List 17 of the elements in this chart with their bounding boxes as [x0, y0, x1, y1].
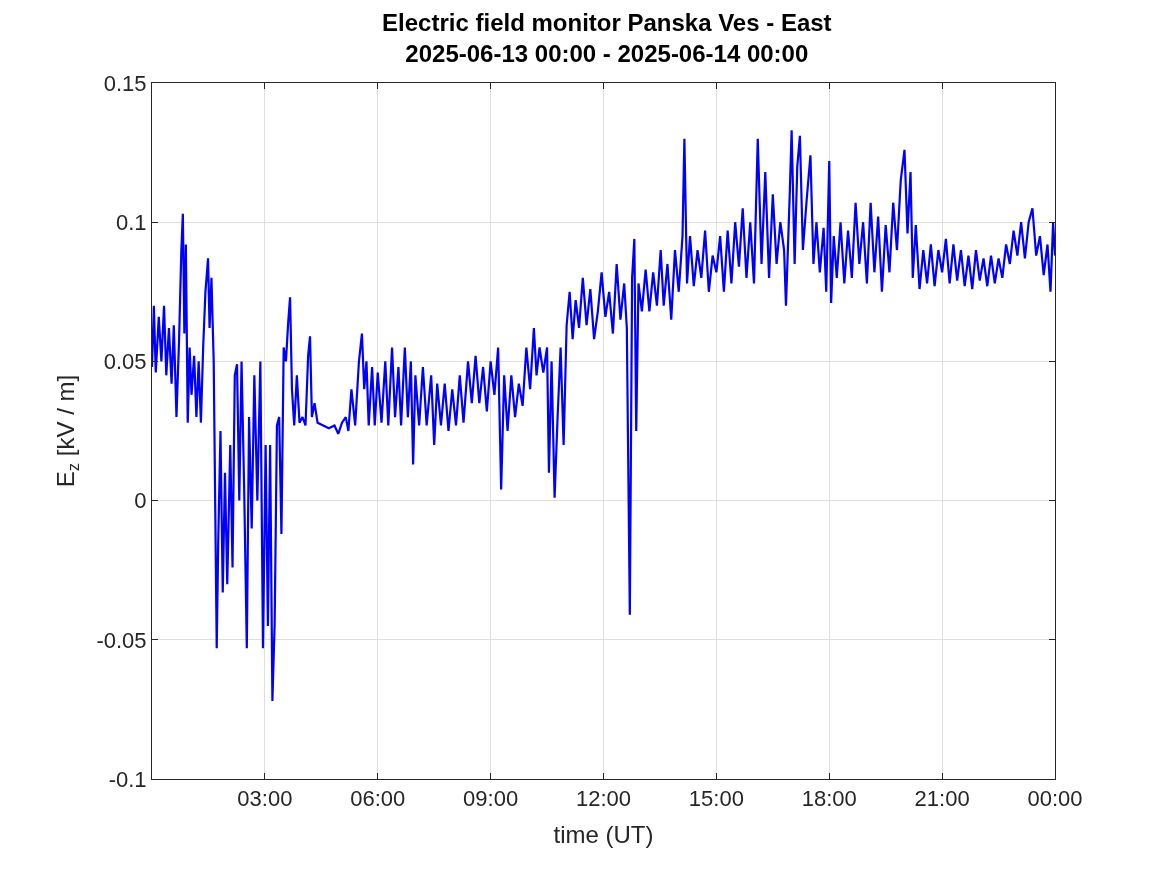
- y-tick-label: 0.15: [103, 70, 147, 96]
- x-tick-label: 03:00: [237, 786, 293, 812]
- x-tick-label: 06:00: [350, 786, 406, 812]
- x-tick-label: 18:00: [801, 786, 857, 812]
- x-tick-label: 12:00: [575, 786, 632, 812]
- chart-title: Electric field monitor Panska Ves - East 2025-06-13 00:00 - 2025-06-14 00:00: [382, 8, 832, 67]
- x-tick-label: 15:00: [688, 786, 744, 812]
- y-tick-label: -0.1: [108, 766, 147, 792]
- x-tick-label: 00:00: [1027, 786, 1083, 812]
- x-tick-label: 09:00: [463, 786, 519, 812]
- x-tick-label: 21:00: [914, 786, 970, 812]
- y-tick-label: 0.1: [116, 209, 147, 235]
- y-tick-label: 0.05: [103, 349, 147, 375]
- x-axis-title: time (UT): [553, 820, 654, 848]
- y-tick-label: -0.05: [96, 627, 147, 653]
- line-series: [152, 129, 1055, 703]
- y-tick-label: 0: [134, 488, 147, 514]
